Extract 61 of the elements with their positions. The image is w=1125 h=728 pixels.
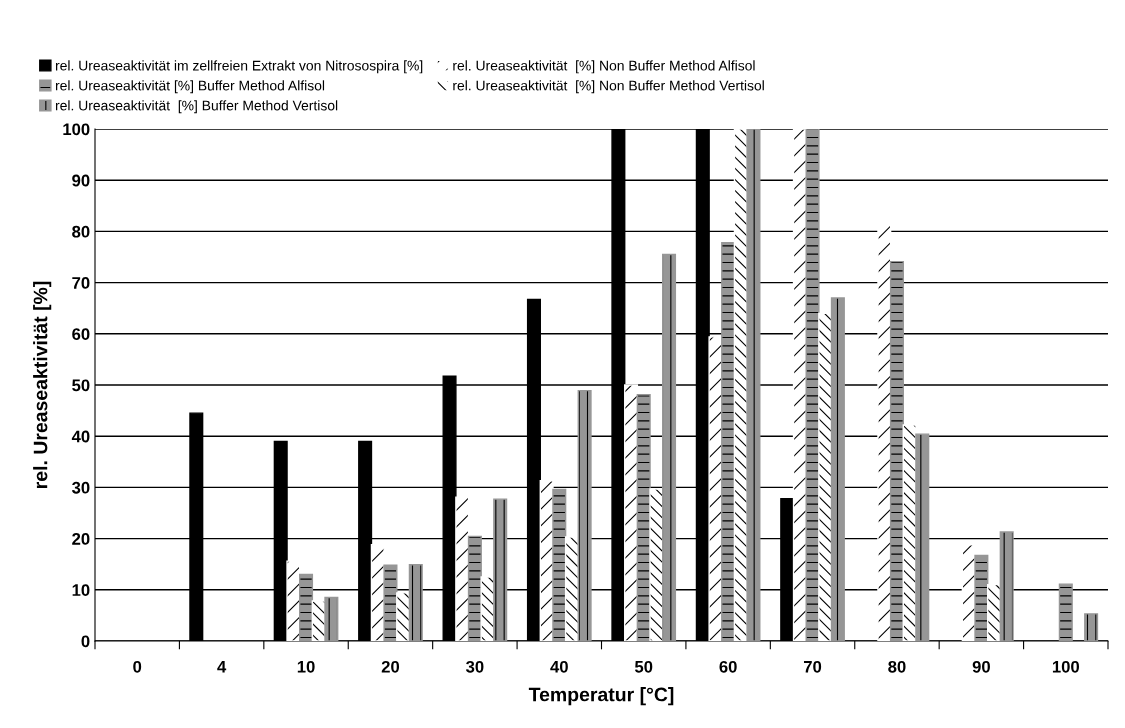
bar <box>974 554 989 641</box>
bar <box>577 389 592 641</box>
bar <box>1058 583 1073 641</box>
legend-label: rel. Ureaseaktivität [%] Buffer Method Vertisol <box>55 100 338 114</box>
bar <box>746 129 761 641</box>
legend-label: rel. Ureaseaktivität im zellfreien Extrakt von Nitrosospira [%] <box>55 60 423 74</box>
bar <box>805 129 820 641</box>
legend-label: rel. Ureaseaktivität [%] Buffer Method Alfisol <box>55 80 325 94</box>
bar <box>286 560 301 641</box>
bar <box>552 488 567 641</box>
bar <box>877 224 892 641</box>
bar <box>792 129 807 641</box>
bar <box>396 592 411 641</box>
bar <box>455 496 470 641</box>
y-tick-label: 20 <box>72 533 90 545</box>
bar <box>624 384 639 641</box>
x-tick-label: 50 <box>634 660 653 673</box>
x-tick-label: 4 <box>217 661 227 673</box>
bar <box>708 336 723 641</box>
x-tick-label: 70 <box>803 660 822 673</box>
x-axis-title: Temperatur [°C] <box>528 687 674 706</box>
bar <box>987 583 1002 641</box>
bar <box>662 253 677 641</box>
x-tick-label: 60 <box>719 660 737 673</box>
bar <box>649 488 664 641</box>
x-tick-label: 0 <box>133 660 142 673</box>
bar <box>1084 613 1099 641</box>
bar <box>493 498 508 641</box>
y-tick-label: 100 <box>63 123 90 136</box>
bar <box>299 573 314 641</box>
legend-label: rel. Ureaseaktivität [%] Non Buffer Method Vertisol <box>453 80 764 94</box>
y-axis-title: rel. Ureaseaktivität [%] <box>33 281 52 488</box>
y-tick-label: 50 <box>72 379 90 392</box>
x-tick-label: 90 <box>972 660 990 673</box>
x-tick-label: 10 <box>297 660 315 673</box>
bar <box>721 241 736 641</box>
y-tick-label: 90 <box>72 174 90 187</box>
bar <box>408 564 423 641</box>
x-tick-label: 80 <box>888 660 906 673</box>
y-tick-label: 70 <box>72 277 90 289</box>
bar <box>818 312 833 641</box>
bar <box>564 536 579 641</box>
y-tick-label: 0 <box>81 635 90 648</box>
bar <box>467 535 482 641</box>
bar <box>830 297 845 641</box>
x-tick-label: 40 <box>550 660 568 673</box>
bar <box>636 394 651 641</box>
y-tick-label: 30 <box>71 481 90 494</box>
y-tick-label: 10 <box>72 584 90 596</box>
bar <box>999 531 1014 641</box>
legend-label: rel. Ureaseaktivität [%] Non Buffer Method Alfisol <box>453 60 755 74</box>
bar <box>889 260 904 641</box>
y-tick-label: 40 <box>71 430 90 443</box>
y-tick-label: 60 <box>72 328 90 340</box>
x-tick-label: 20 <box>381 660 400 673</box>
bar <box>915 433 930 641</box>
bar <box>324 596 339 641</box>
bar <box>383 564 398 641</box>
x-tick-label: 30 <box>465 660 484 673</box>
x-tick-label: 100 <box>1052 660 1080 673</box>
y-tick-label: 80 <box>72 225 90 238</box>
